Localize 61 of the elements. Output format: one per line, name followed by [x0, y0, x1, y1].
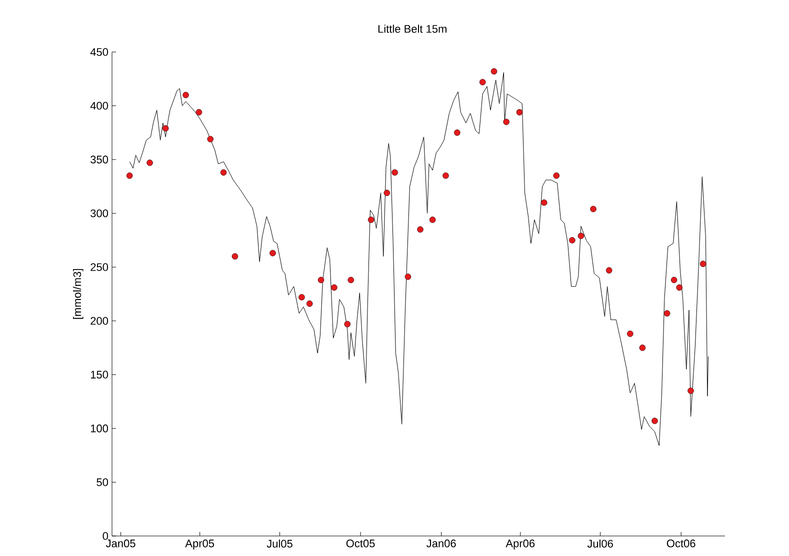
point	[306, 300, 313, 307]
x-tick-label: Apr06	[506, 540, 535, 550]
point	[331, 284, 338, 291]
y-tick-label: 450	[90, 48, 108, 56]
point	[670, 276, 678, 284]
x-tick-label: Apr05	[185, 540, 214, 550]
point	[146, 160, 153, 166]
point	[590, 206, 596, 212]
y-tick-label: 350	[90, 156, 108, 164]
point	[569, 237, 576, 244]
y-tick-label: 300	[90, 209, 108, 218]
y-tick-label: 150	[90, 370, 108, 379]
y-tick-label: 50	[96, 478, 108, 486]
point	[454, 130, 460, 136]
point	[182, 92, 189, 98]
point	[298, 294, 305, 300]
point	[676, 284, 682, 291]
point	[479, 78, 486, 86]
x-tick-label: Oct06	[666, 540, 696, 548]
y-tick-label: 100	[90, 424, 108, 432]
y-tick-label: 250	[90, 263, 108, 271]
point	[404, 274, 412, 280]
point	[232, 253, 238, 260]
x-tick-label: Oct05	[346, 540, 375, 548]
point	[516, 109, 523, 116]
point	[368, 216, 374, 223]
point	[503, 118, 510, 126]
x-tick-label: Jul06	[587, 540, 613, 548]
point	[540, 199, 548, 206]
point	[126, 172, 133, 179]
point	[220, 169, 227, 176]
point	[270, 250, 276, 256]
x-tick-label: Jul05	[266, 540, 292, 548]
y-tick-label: 0	[102, 532, 108, 540]
point	[490, 68, 498, 75]
chart-title: Little Belt 15m	[378, 24, 446, 33]
point	[196, 109, 202, 116]
point	[553, 172, 560, 179]
y-tick-label: 200	[90, 316, 108, 325]
x-tick-label: Jan06	[426, 540, 456, 548]
point	[700, 260, 706, 268]
point	[417, 226, 424, 233]
point	[348, 276, 354, 284]
point	[688, 388, 694, 394]
y-tick-label: 400	[90, 102, 108, 110]
point	[578, 232, 584, 240]
point	[606, 267, 612, 274]
point	[429, 216, 436, 223]
point	[207, 136, 214, 142]
point	[442, 172, 449, 179]
point	[384, 190, 390, 196]
point	[639, 344, 646, 351]
point	[652, 418, 658, 424]
point	[162, 125, 169, 132]
point	[344, 320, 351, 328]
y-axis-title: [mmol/m3]	[73, 269, 84, 319]
x-tick-label: Jan05	[106, 540, 136, 548]
point	[318, 276, 324, 284]
point	[664, 310, 670, 316]
point	[392, 169, 398, 176]
point	[627, 330, 634, 337]
